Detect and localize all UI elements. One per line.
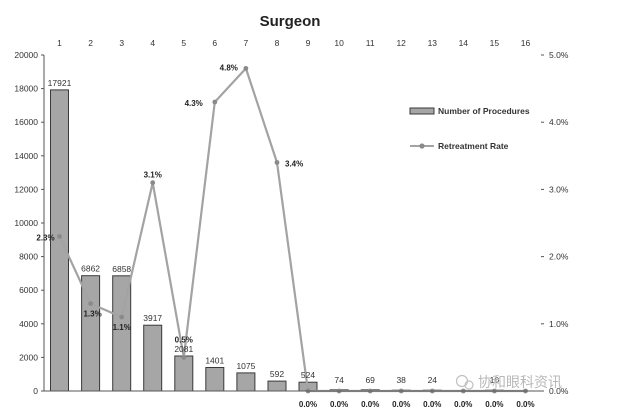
x-tick-label: 6 [212, 38, 217, 48]
bar [205, 367, 225, 392]
y-left-tick-label: 2000 [19, 352, 38, 362]
y-right-tick-label: 3.0% [549, 184, 569, 194]
y-left-tick-label: 20000 [14, 50, 38, 60]
y-right-tick-label: 1.0% [549, 319, 569, 329]
bar-value-label: 592 [270, 369, 284, 379]
bar [81, 275, 101, 392]
x-tick-label: 11 [366, 38, 375, 48]
chart-title: Surgeon [260, 13, 321, 30]
rate-value-label: 4.3% [185, 99, 203, 108]
bars-layer [50, 89, 504, 392]
y-left-tick-label: 14000 [14, 151, 38, 161]
y-left-tick-label: 16000 [14, 117, 38, 127]
rate-value-label: 0.0% [299, 400, 317, 409]
bar-value-label: 2081 [174, 344, 193, 354]
x-tick-label: 1 [57, 38, 62, 48]
rate-point [119, 314, 125, 320]
bar-value-label: 1075 [236, 361, 255, 371]
bar-value-label: 10 [490, 375, 500, 385]
watermark: 协和眼科资讯 [455, 374, 562, 390]
bar-value-label: 3917 [143, 313, 162, 323]
y-left-tick-label: 6000 [19, 285, 38, 295]
legend-line-label: Retreatment Rate [438, 141, 509, 151]
bar [174, 355, 194, 392]
rate-point [181, 355, 187, 360]
rate-value-label: 0.0% [392, 400, 410, 409]
y-left-tick-label: 12000 [14, 184, 38, 194]
x-tick-label: 4 [150, 38, 155, 48]
y-right-tick-label: 0.0% [549, 386, 569, 396]
x-tick-label: 15 [490, 38, 500, 48]
y-left-tick-label: 18000 [14, 84, 38, 94]
rate-value-label: 2.3% [36, 233, 54, 242]
x-tick-label: 13 [428, 38, 438, 48]
rate-value-label: 0.0% [330, 400, 348, 409]
rate-point [212, 99, 218, 105]
x-tick-label: 10 [334, 38, 344, 48]
bar [143, 324, 163, 392]
bar [236, 372, 256, 392]
bar-value-label: 69 [365, 375, 375, 385]
x-tick-label: 5 [181, 38, 186, 48]
y-left-tick-label: 0 [33, 386, 38, 396]
rate-value-label: 3.1% [144, 171, 162, 180]
y-right-tick-label: 5.0% [549, 50, 569, 60]
x-tick-label: 14 [459, 38, 469, 48]
bar-value-label: 524 [301, 370, 315, 380]
axes-layer: 0200040006000800010000120001400016000180… [14, 38, 568, 396]
x-tick-label: 9 [306, 38, 311, 48]
x-tick-label: 12 [396, 38, 406, 48]
rate-value-label: 0.5% [175, 335, 193, 344]
rate-point [274, 160, 280, 165]
rate-point [243, 66, 249, 71]
labels-layer: 17921 6862 6858 3917 2081 1401 1075 592 524 74 69 3… [36, 63, 534, 409]
rate-value-label: 3.4% [285, 160, 303, 169]
x-tick-label: 7 [244, 38, 249, 48]
rate-point [57, 234, 62, 239]
bar-value-label: 24 [428, 375, 438, 385]
rate-value-label: 1.1% [113, 323, 131, 332]
x-tick-label: 2 [88, 38, 93, 48]
bar-value-label: 17921 [48, 78, 72, 88]
rate-value-label: 4.8% [220, 63, 238, 72]
y-left-tick-label: 8000 [19, 252, 38, 262]
y-left-tick-label: 10000 [14, 218, 38, 228]
x-tick-label: 3 [119, 38, 124, 48]
legend-bar-swatch [409, 107, 435, 115]
rate-value-label: 0.0% [423, 400, 441, 409]
rate-value-label: 0.0% [485, 400, 503, 409]
wechat-icon [455, 374, 469, 388]
rate-value-label: 0.0% [361, 400, 379, 409]
legend-line-marker [419, 143, 425, 149]
rate-point [150, 180, 156, 186]
y-left-tick-label: 4000 [19, 319, 38, 329]
x-tick-label: 8 [275, 38, 280, 48]
bar-value-label: 6862 [81, 264, 100, 274]
bar-value-label: 1401 [205, 356, 224, 366]
x-tick-label: 16 [521, 38, 531, 48]
bar [267, 380, 287, 392]
bar-value-label: 38 [396, 375, 406, 385]
rate-value-label: 0.0% [516, 400, 534, 409]
rate-point [88, 301, 93, 306]
wechat-icon-small [464, 380, 474, 390]
rate-value-label: 1.3% [83, 310, 101, 319]
legend-bar-label: Number of Procedures [438, 106, 530, 116]
legend: Number of Procedures Retreatment Rate [409, 106, 530, 151]
bar-value-label: 6858 [112, 264, 131, 274]
y-right-tick-label: 2.0% [549, 252, 569, 262]
watermark-text: 协和眼科资讯 [478, 374, 562, 390]
rate-value-label: 0.0% [454, 400, 472, 409]
y-right-tick-label: 4.0% [549, 117, 569, 127]
bar-value-label: 74 [334, 375, 344, 385]
